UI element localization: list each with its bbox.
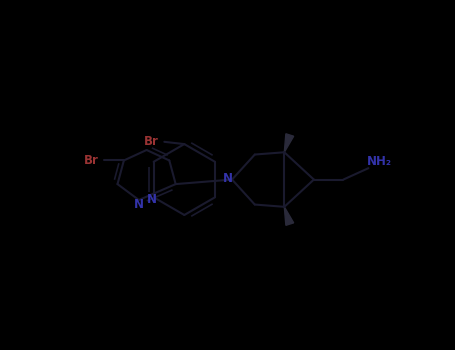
Polygon shape	[284, 207, 293, 225]
Text: N: N	[147, 193, 157, 206]
Text: N: N	[134, 198, 144, 211]
Text: N: N	[222, 172, 233, 185]
Text: Br: Br	[144, 135, 159, 148]
Text: NH₂: NH₂	[367, 155, 392, 168]
Text: Br: Br	[84, 154, 99, 167]
Polygon shape	[284, 134, 293, 152]
